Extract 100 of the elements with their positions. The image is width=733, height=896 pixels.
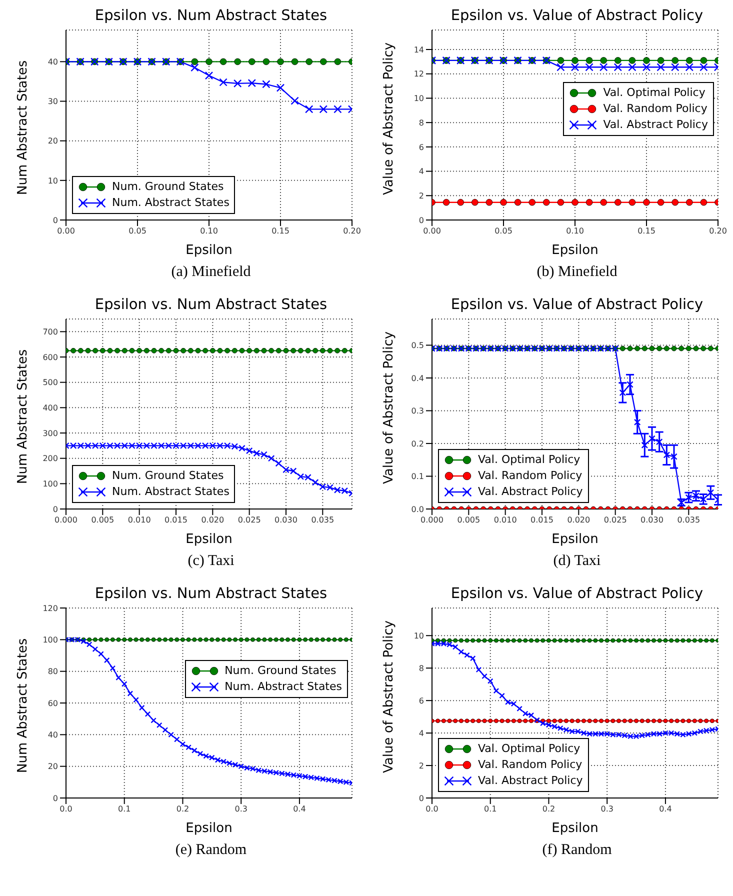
text: (f) Random [541,842,613,859]
y-tick-label: 100 [42,480,58,489]
y-tick-label: 40 [48,730,58,740]
y-tick-label: 8 [418,664,424,673]
x-axis-title: Epsilon [186,243,232,258]
x-tick-label: 0.000 [54,516,78,525]
x-tick-label: 0.025 [604,516,627,525]
x-tick-label: 0.035 [311,516,334,525]
y-axis-title: Num Abstract States [16,638,31,773]
x-axis-title: Epsilon [552,532,598,547]
y-tick-label: 0.3 [411,406,424,416]
text: (a) Minefield [170,264,252,281]
x-tick-label: 0.030 [640,516,664,525]
legend-label: Val. Random Policy [478,468,582,484]
y-tick-label: 0.0 [411,504,424,514]
y-tick-label: 0.1 [411,472,424,482]
x-tick-label: 0.0 [60,804,72,814]
y-tick-label: 0.2 [411,439,424,448]
y-tick-label: 6 [418,696,424,706]
y-tick-label: 6 [418,142,424,152]
y-tick-label: 0 [52,216,58,225]
y-tick-label: 10 [414,631,424,640]
x-tick-label: 0.4 [293,804,306,814]
legend-label: Val. Abstract Policy [478,484,583,500]
y-tick-label: 600 [42,352,58,362]
x-tick-label: 0.3 [600,804,614,814]
y-tick-label: 0 [52,504,58,514]
x-axis-title: Epsilon [186,821,232,836]
text: (e) Random [174,842,248,859]
x-tick-label: 0.035 [677,516,700,525]
x-tick-label: 0.010 [128,516,151,525]
x-tick-label: 0.4 [659,804,672,814]
x-tick-label: 0.005 [457,516,480,525]
legend-label: Val. Optimal Policy [603,85,706,101]
legend-label: Val. Random Policy [478,757,582,773]
y-tick-label: 40 [48,58,58,67]
y-tick-label: 30 [48,97,58,106]
legend-label: Val. Random Policy [603,101,708,117]
x-tick-label: 0.005 [91,516,114,525]
x-axis-title: Epsilon [186,532,232,547]
x-tick-label: 0.030 [274,516,298,525]
text: (b) Minefield [536,264,618,281]
x-tick-label: 0.000 [420,516,444,525]
y-axis-title: Value of Abstract Policy [382,620,397,773]
legend-label: Val. Optimal Policy [478,741,580,757]
x-tick-label: 0.10 [566,226,584,236]
y-tick-label: 20 [48,762,58,772]
y-tick-label: 2 [418,761,424,770]
y-tick-label: 8 [418,118,424,128]
legend-label: Num. Ground States [112,179,224,195]
x-tick-label: 0.05 [128,226,146,236]
y-axis-title: Num Abstract States [16,349,31,484]
y-tick-label: 400 [42,404,58,413]
x-tick-label: 0.00 [57,226,75,236]
y-tick-label: 2 [418,191,424,200]
x-tick-label: 0.2 [542,804,556,814]
y-tick-label: 80 [48,667,58,676]
y-axis-title: Value of Abstract Policy [382,331,397,484]
legend-label: Num. Abstract States [112,484,230,500]
chart-title: Epsilon vs. Num Abstract States [94,586,328,602]
x-tick-label: 0.015 [530,516,554,525]
y-tick-label: 60 [48,698,58,708]
chart-title: Epsilon vs. Value of Abstract Policy [450,297,704,313]
y-tick-label: 20 [48,136,58,146]
y-tick-label: 0 [418,216,424,225]
x-tick-label: 0.0 [426,804,438,814]
y-tick-label: 120 [42,604,58,613]
y-tick-label: 200 [42,454,58,464]
legend-label: Val. Optimal Policy [478,452,580,468]
legend-label: Val. Abstract Policy [478,773,583,789]
x-tick-label: 0.05 [494,226,512,236]
legend-label: Num. Abstract States [224,679,342,695]
chart-title: Epsilon vs. Value of Abstract Policy [450,586,704,602]
x-tick-label: 0.15 [272,226,290,236]
y-tick-label: 4 [418,728,424,738]
chart-title: Epsilon vs. Num Abstract States [94,297,328,313]
legend-label: Num. Ground States [224,663,336,679]
y-tick-label: 500 [42,378,58,388]
x-tick-label: 0.20 [343,226,361,236]
legend-label: Num. Abstract States [112,195,230,211]
y-tick-label: 4 [418,167,424,176]
legend-label: Num. Ground States [112,468,224,484]
x-tick-label: 0.1 [118,804,131,814]
x-tick-label: 0.10 [200,226,218,236]
y-tick-label: 0.5 [411,341,424,350]
legend-label: Val. Abstract Policy [603,117,708,133]
y-tick-label: 300 [42,428,58,438]
x-tick-label: 0.3 [234,804,248,814]
x-tick-label: 0.010 [494,516,517,525]
x-axis-title: Epsilon [552,821,598,836]
y-tick-label: 0 [418,794,424,803]
x-tick-label: 0.025 [238,516,261,525]
x-tick-label: 0.00 [423,226,441,236]
text: (d) Taxi [552,553,602,570]
x-tick-label: 0.20 [709,226,727,236]
x-tick-label: 0.15 [638,226,656,236]
y-tick-label: 0 [52,794,58,803]
y-tick-label: 10 [414,94,424,104]
x-tick-label: 0.1 [484,804,497,814]
y-tick-label: 14 [414,45,424,54]
